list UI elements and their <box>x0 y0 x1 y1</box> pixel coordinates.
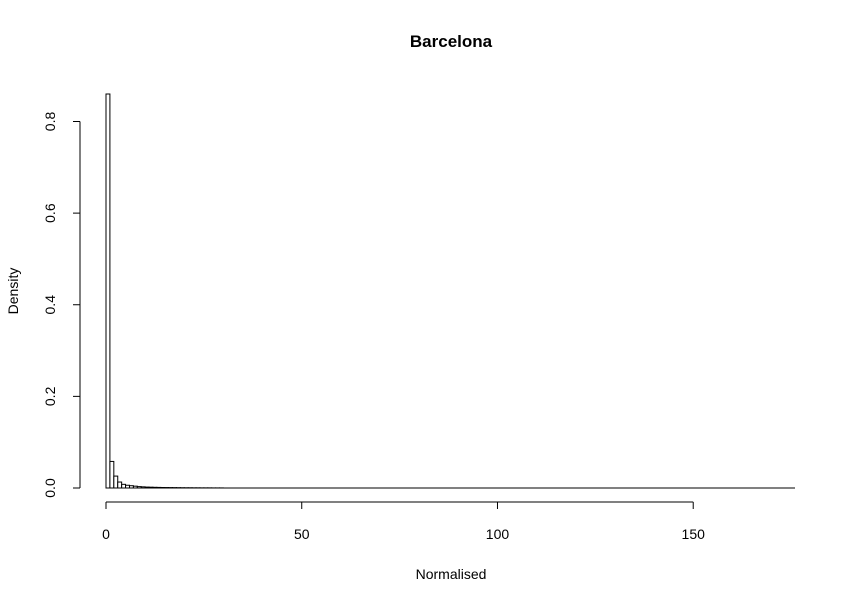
histogram-bar <box>121 483 127 489</box>
chart-title: Barcelona <box>410 32 493 51</box>
y-tick-label: 0.0 <box>42 478 58 498</box>
x-tick-label: 0 <box>102 526 110 542</box>
histogram-bar <box>125 484 130 489</box>
histogram-bar <box>152 486 158 489</box>
bars-group <box>105 93 795 489</box>
histogram-bar <box>113 475 119 489</box>
x-axis: 0 50 100 150 <box>102 501 706 542</box>
histogram-bar <box>105 93 111 489</box>
y-tick-label: 0.8 <box>42 112 58 132</box>
histogram-bar <box>160 487 166 489</box>
x-tick-label: 50 <box>294 526 310 542</box>
histogram-bar <box>148 486 154 489</box>
histogram-bar <box>144 486 150 489</box>
histogram-bar <box>128 485 134 489</box>
x-tick-label: 150 <box>682 526 706 542</box>
histogram-bar <box>132 485 138 489</box>
histogram-bar <box>140 486 146 489</box>
y-tick-label: 0.2 <box>42 386 58 406</box>
y-axis-label: Density <box>5 268 21 315</box>
y-axis: 0.0 0.2 0.4 0.6 0.8 <box>42 112 81 498</box>
histogram-bar <box>109 460 115 489</box>
histogram-bar <box>136 486 142 489</box>
x-axis-label: Normalised <box>416 566 487 582</box>
x-tick-label: 100 <box>486 526 510 542</box>
y-tick-label: 0.4 <box>42 295 58 315</box>
histogram-bar <box>156 486 162 489</box>
histogram-bar <box>117 481 123 489</box>
y-tick-label: 0.6 <box>42 203 58 223</box>
